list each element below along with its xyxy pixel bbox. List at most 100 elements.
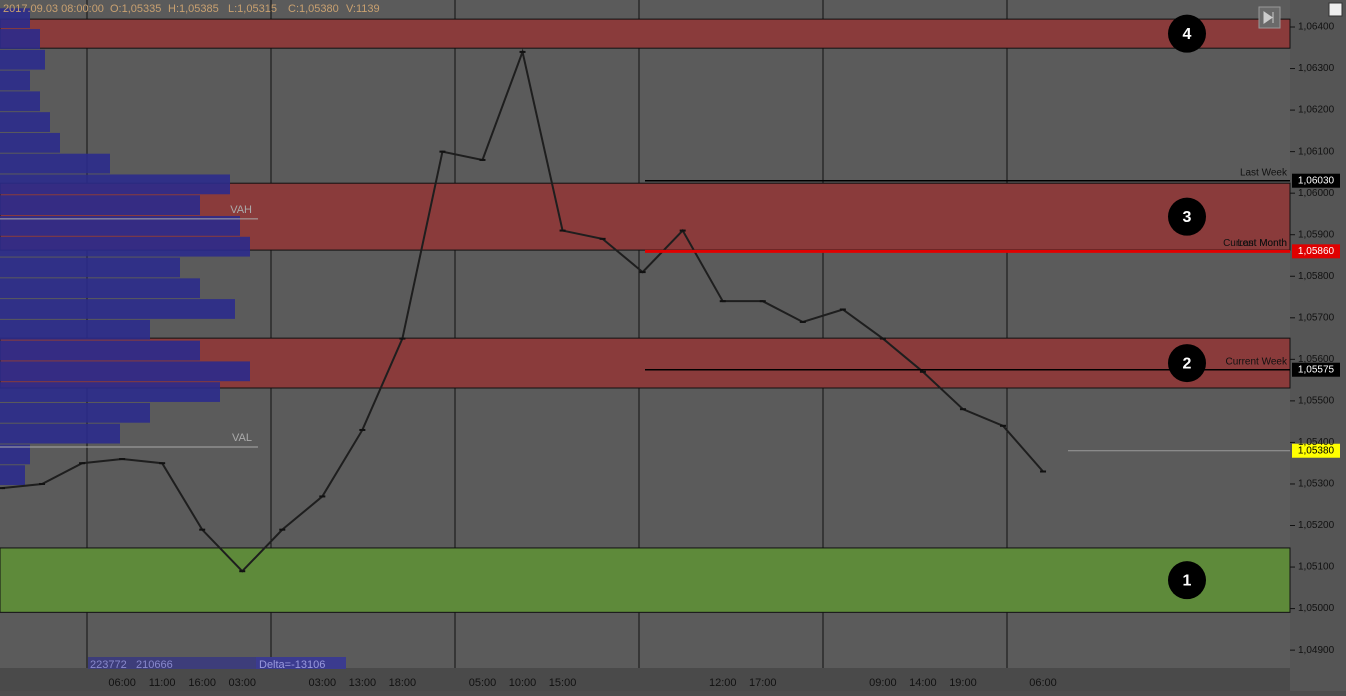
x-tick-label: 06:00: [1029, 677, 1057, 689]
profile-bar: [0, 70, 30, 91]
price-point: [599, 237, 606, 240]
price-label: 1,05575: [1298, 364, 1335, 375]
price-point: [1000, 424, 1006, 427]
price-point: [439, 150, 446, 153]
level-name: Last Week: [1240, 167, 1288, 178]
value-area-label: VAL: [232, 432, 252, 444]
y-tick-label: 1,06200: [1298, 105, 1335, 116]
zone-marker: [1168, 561, 1206, 600]
y-tick-label: 1,05100: [1298, 562, 1335, 573]
x-tick-label: 15:00: [549, 677, 577, 689]
f-button[interactable]: [1328, 2, 1343, 17]
profile-bar: [0, 216, 240, 236]
price-point: [319, 495, 326, 498]
footer-delta: Delta=-13106: [259, 659, 325, 671]
y-tick-label: 1,05400: [1298, 437, 1335, 448]
y-tick-label: 1,06100: [1298, 146, 1335, 157]
price-point: [359, 428, 366, 431]
footer-sell: 210666: [136, 659, 173, 671]
y-tick-label: 1,05500: [1298, 396, 1335, 407]
zone-label: 1: [1183, 572, 1192, 589]
price-point: [119, 458, 126, 461]
price-point: [839, 308, 846, 311]
profile-bar: [0, 257, 180, 278]
x-tick-label: 17:00: [749, 677, 777, 689]
y-tick-label: 1,05700: [1298, 312, 1335, 323]
profile-bar: [0, 132, 60, 153]
price-point: [959, 408, 966, 411]
y-tick-label: 1,06400: [1298, 22, 1335, 33]
price-point: [399, 337, 406, 340]
price-point: [239, 570, 246, 573]
x-tick-label: 14:00: [909, 677, 937, 689]
profile-bar: [0, 340, 200, 361]
profile-bar: [0, 444, 30, 465]
header-close: C:1,05380: [288, 3, 339, 15]
last-price-label: 1,05380: [1298, 445, 1335, 456]
profile-bar: [0, 465, 25, 486]
header-volume: V:1139: [346, 3, 380, 15]
price-point: [1040, 470, 1047, 473]
y-tick-label: 1,05200: [1298, 520, 1335, 531]
zone-marker: [1168, 197, 1206, 236]
profile-bar: [0, 153, 110, 174]
price-point: [39, 482, 46, 485]
y-tick-label: 1,06000: [1298, 188, 1335, 199]
profile-bar: [0, 299, 235, 319]
zone-marker: [1168, 344, 1206, 383]
level-name: Current Month: [1223, 238, 1287, 249]
header-open: O:1,05335: [110, 3, 161, 15]
profile-bar: [0, 402, 150, 423]
x-tick-label: 06:00: [108, 677, 136, 689]
profile-bar: [0, 112, 50, 132]
level-name: Last Month: [1238, 238, 1287, 249]
zone: [0, 547, 1291, 613]
footer-bar: [88, 657, 258, 669]
x-tick-label: 03:00: [228, 677, 256, 689]
level-name: Current Week: [1225, 356, 1288, 367]
price-point: [759, 300, 766, 303]
price-point: [919, 370, 926, 373]
x-tick-label: 16:00: [188, 677, 216, 689]
y-tick-label: 1,05600: [1298, 354, 1335, 365]
footer-buy: 223772: [90, 659, 127, 671]
value-area-label: VAH: [230, 204, 252, 216]
price-point: [159, 462, 166, 465]
price-point: [879, 337, 886, 340]
footer-delta-bar: [256, 657, 346, 669]
zone-label: 2: [1183, 355, 1192, 372]
price-axis: [1290, 0, 1346, 691]
last-price-box: [1292, 443, 1340, 458]
zone: [0, 18, 1291, 49]
price-point: [0, 487, 5, 490]
profile-bar: [0, 361, 250, 382]
y-tick-label: 1,05900: [1298, 229, 1335, 240]
price-label-box: [1292, 362, 1340, 377]
x-tick-label: 18:00: [389, 677, 417, 689]
header-low: L:1,05315: [228, 3, 277, 15]
profile-bar: [0, 91, 40, 112]
x-tick-label: 10:00: [509, 677, 537, 689]
profile-bar: [0, 29, 40, 49]
price-point: [199, 528, 206, 531]
x-tick-label: 05:00: [469, 677, 497, 689]
zone-marker: [1168, 14, 1206, 53]
x-tick-label: 03:00: [309, 677, 337, 689]
price-point: [519, 50, 526, 53]
y-tick-label: 1,06300: [1298, 63, 1335, 74]
price-point: [279, 528, 286, 531]
time-axis: [0, 668, 1290, 691]
zone-label: 3: [1183, 209, 1192, 226]
price-point: [639, 271, 646, 274]
y-tick-label: 1,05300: [1298, 479, 1335, 490]
profile-bar: [0, 423, 120, 444]
profile-bar: [0, 8, 30, 29]
price-point: [479, 158, 486, 161]
zone-label: 4: [1183, 26, 1192, 43]
x-tick-label: 09:00: [869, 677, 897, 689]
header-high: H:1,05385: [168, 3, 219, 15]
price-point: [79, 462, 86, 465]
profile-bar: [0, 319, 150, 340]
profile-bar: [0, 195, 200, 216]
